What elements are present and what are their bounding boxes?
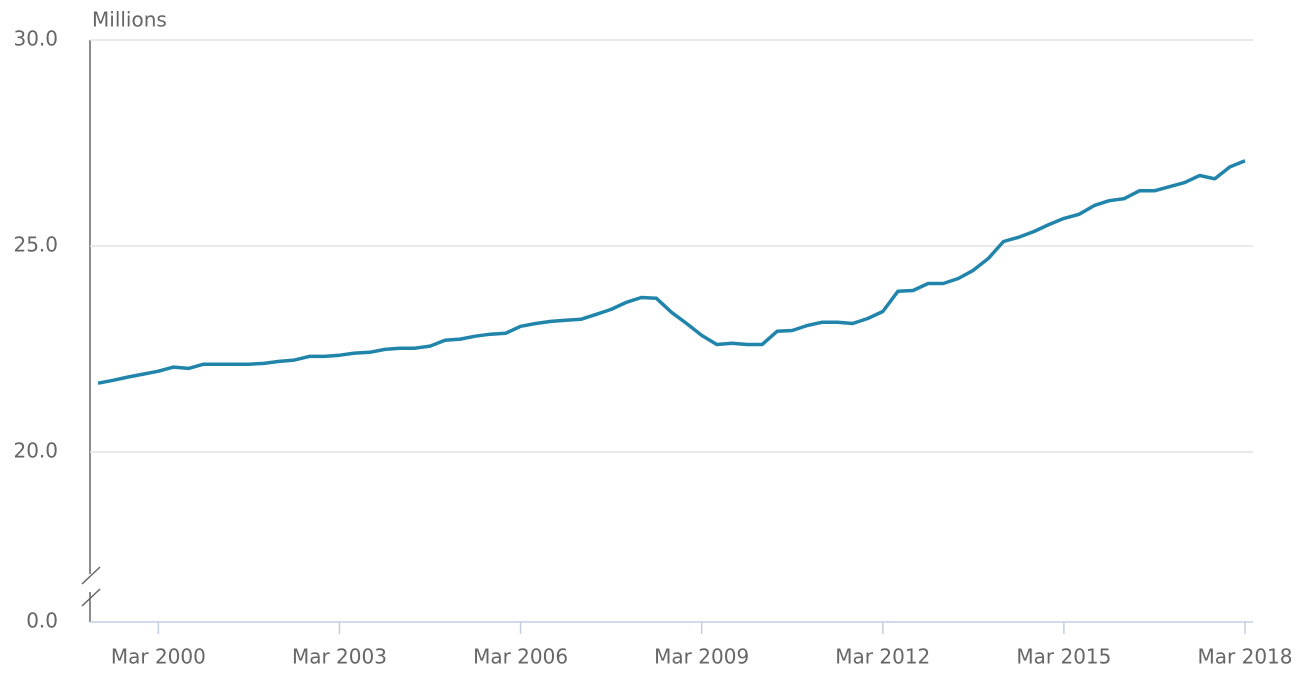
x-tick-label: Mar 2006 (473, 645, 568, 669)
x-tick-label: Mar 2009 (654, 645, 749, 669)
x-tick-label: Mar 2000 (111, 645, 206, 669)
x-tick-label: Mar 2018 (1198, 645, 1293, 669)
x-tick-label: Mar 2015 (1016, 645, 1111, 669)
y-tick-label: 0.0 (26, 609, 58, 633)
y-tick-label: 25.0 (13, 233, 58, 257)
axis-break (81, 566, 101, 585)
data-line (97, 159, 1246, 385)
y-tick-label: 20.0 (13, 439, 58, 463)
x-tick-label: Mar 2012 (835, 645, 930, 669)
x-tick-label: Mar 2003 (292, 645, 387, 669)
axis-break (81, 588, 101, 607)
y-tick-label: 30.0 (13, 27, 58, 51)
y-axis-label: Millions (92, 8, 167, 32)
